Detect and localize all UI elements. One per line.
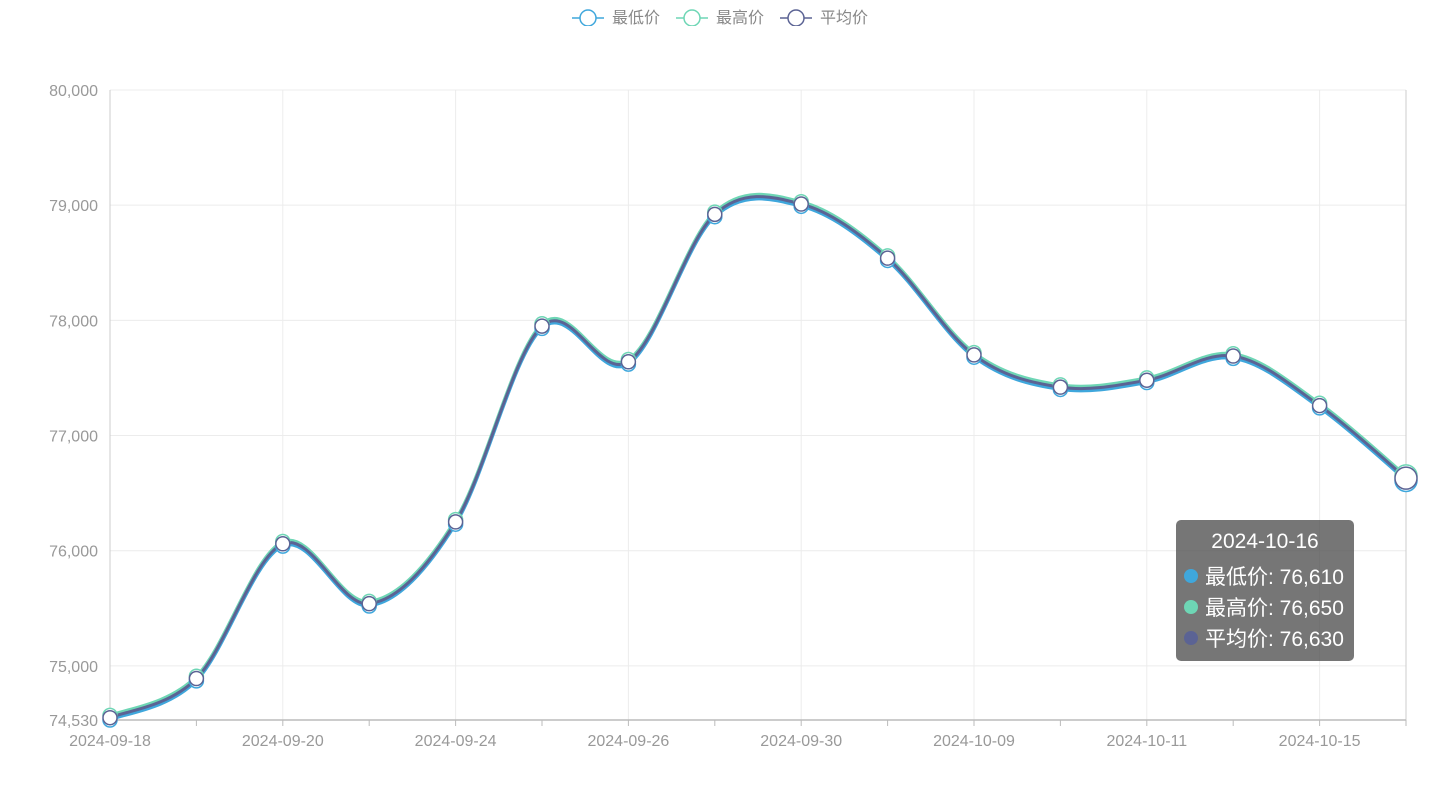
data-point[interactable] [102, 709, 118, 726]
y-tick-label: 76,000 [49, 544, 98, 561]
data-point[interactable] [188, 670, 205, 687]
tooltip-row-min: 最低价: 76,610 [1184, 560, 1346, 591]
tooltip-row-label: 最高价: 76,650 [1205, 596, 1344, 620]
data-point[interactable] [1225, 348, 1241, 364]
tooltip-row-avg: 平均价: 76,630 [1184, 622, 1346, 653]
data-point[interactable] [707, 206, 723, 223]
legend-item-min-price[interactable]: 最低价 [570, 4, 660, 28]
y-tick-label: 74,530 [49, 713, 98, 730]
tooltip-row-max: 最高价: 76,650 [1184, 591, 1346, 622]
x-tick-label: 2024-10-15 [1279, 733, 1361, 750]
data-point[interactable] [966, 347, 982, 363]
y-tick-label: 77,000 [49, 429, 98, 446]
legend-item-max-price[interactable]: 最高价 [674, 4, 764, 28]
legend: 最低价 最高价 平均价 [0, 4, 1438, 28]
tooltip-row-label: 平均价: 76,630 [1205, 627, 1344, 651]
legend-label: 最低价 [611, 8, 660, 27]
data-point[interactable] [1311, 397, 1328, 414]
legend-circle-icon [780, 9, 812, 26]
x-tick-label: 2024-09-20 [242, 733, 324, 750]
tooltip: 2024-10-16 最低价: 76,610 最高价: 76,650 平均价: … [1176, 520, 1354, 661]
data-point[interactable] [1394, 466, 1418, 490]
legend-item-avg-price[interactable]: 平均价 [778, 4, 868, 28]
legend-label: 平均价 [820, 8, 869, 27]
x-tick-label: 2024-09-18 [69, 733, 151, 750]
data-point[interactable] [1052, 379, 1069, 395]
data-point[interactable] [879, 250, 896, 266]
y-tick-label: 78,000 [49, 313, 98, 330]
data-point[interactable] [534, 318, 550, 334]
series-dot-icon [1184, 630, 1198, 645]
data-point[interactable] [275, 536, 291, 552]
legend-label: 最高价 [715, 8, 764, 27]
legend-circle-icon [571, 9, 604, 26]
tooltip-row-label: 最低价: 76,610 [1205, 565, 1344, 589]
data-point[interactable] [620, 354, 637, 370]
series-dot-icon [1184, 599, 1198, 614]
x-tick-label: 2024-09-30 [760, 733, 842, 750]
data-point[interactable] [793, 196, 809, 212]
legend-circle-icon [675, 9, 708, 26]
data-point[interactable] [1139, 372, 1155, 388]
x-tick-label: 2024-09-24 [415, 733, 497, 750]
tooltip-title: 2024-10-16 [1211, 530, 1319, 553]
data-point[interactable] [447, 514, 464, 530]
x-tick-label: 2024-09-26 [587, 733, 669, 750]
y-tick-label: 75,000 [49, 659, 98, 676]
y-tick-label: 80,000 [49, 83, 98, 100]
series-dot-icon [1184, 568, 1198, 583]
x-tick-label: 2024-10-09 [933, 733, 1015, 750]
y-tick-label: 79,000 [49, 198, 98, 215]
x-tick-label: 2024-10-11 [1106, 733, 1187, 750]
data-point[interactable] [361, 595, 377, 612]
